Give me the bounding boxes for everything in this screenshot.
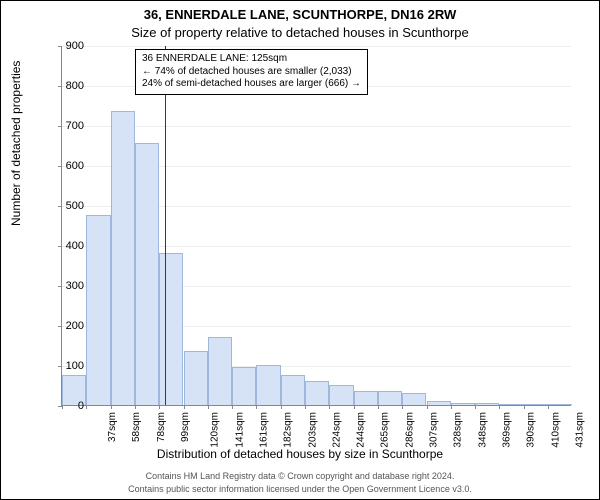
x-tick-mark: [475, 405, 476, 409]
x-tick-label: 58sqm: [131, 412, 142, 442]
y-tick-label: 300: [44, 280, 84, 292]
plot-area: 36 ENNERDALE LANE: 125sqm← 74% of detach…: [61, 46, 571, 406]
histogram-bar: [378, 391, 402, 405]
x-tick-mark: [135, 405, 136, 409]
histogram-bar: [524, 404, 548, 405]
x-tick-mark: [451, 405, 452, 409]
histogram-bar: [305, 381, 329, 405]
histogram-bar: [184, 351, 208, 405]
chart-container: 36, ENNERDALE LANE, SCUNTHORPE, DN16 2RW…: [0, 0, 600, 500]
x-tick-label: 37sqm: [107, 412, 118, 442]
histogram-bar: [208, 337, 232, 405]
annotation-box: 36 ENNERDALE LANE: 125sqm← 74% of detach…: [135, 49, 368, 95]
reference-line: [165, 46, 166, 405]
histogram-bar: [329, 385, 353, 405]
x-tick-label: 161sqm: [259, 412, 270, 448]
x-tick-label: 286sqm: [404, 412, 415, 448]
y-gridline: [62, 126, 571, 127]
x-tick-label: 431sqm: [574, 412, 585, 448]
annotation-line: ← 74% of detached houses are smaller (2,…: [142, 66, 361, 79]
x-tick-label: 78sqm: [156, 412, 167, 442]
x-tick-label: 390sqm: [526, 412, 537, 448]
x-tick-mark: [86, 405, 87, 409]
y-tick-label: 0: [44, 400, 84, 412]
x-tick-mark: [281, 405, 282, 409]
histogram-bar: [281, 375, 305, 405]
x-tick-mark: [256, 405, 257, 409]
x-tick-label: 328sqm: [453, 412, 464, 448]
histogram-bar: [475, 403, 499, 405]
y-tick-label: 100: [44, 360, 84, 372]
x-tick-mark: [378, 405, 379, 409]
histogram-bar: [256, 365, 280, 405]
y-tick-label: 400: [44, 240, 84, 252]
x-tick-mark: [499, 405, 500, 409]
x-tick-mark: [524, 405, 525, 409]
x-tick-label: 99sqm: [180, 412, 191, 442]
x-tick-label: 307sqm: [429, 412, 440, 448]
histogram-bar: [499, 404, 523, 405]
footer-line-1: Contains HM Land Registry data © Crown c…: [1, 471, 599, 481]
histogram-bar: [354, 391, 378, 405]
histogram-bar: [427, 401, 451, 405]
x-tick-mark: [354, 405, 355, 409]
histogram-bar: [402, 393, 426, 405]
histogram-bar: [135, 143, 159, 405]
y-tick-label: 500: [44, 200, 84, 212]
x-tick-label: 410sqm: [550, 412, 561, 448]
x-tick-label: 120sqm: [210, 412, 221, 448]
x-tick-mark: [232, 405, 233, 409]
x-tick-label: 203sqm: [307, 412, 318, 448]
y-gridline: [62, 46, 571, 47]
annotation-line: 24% of semi-detached houses are larger (…: [142, 78, 361, 91]
x-axis-label: Distribution of detached houses by size …: [1, 447, 599, 461]
x-tick-label: 348sqm: [477, 412, 488, 448]
histogram-bar: [86, 215, 110, 405]
histogram-bar: [548, 404, 572, 405]
x-tick-mark: [548, 405, 549, 409]
histogram-bar: [451, 403, 475, 405]
chart-title-1: 36, ENNERDALE LANE, SCUNTHORPE, DN16 2RW: [1, 7, 599, 22]
y-tick-label: 200: [44, 320, 84, 332]
y-tick-label: 600: [44, 160, 84, 172]
footer-line-2: Contains public sector information licen…: [1, 484, 599, 494]
x-tick-mark: [111, 405, 112, 409]
histogram-bar: [232, 367, 256, 405]
x-tick-label: 369sqm: [502, 412, 513, 448]
y-tick-label: 900: [44, 40, 84, 52]
x-tick-mark: [329, 405, 330, 409]
y-tick-label: 800: [44, 80, 84, 92]
x-tick-mark: [184, 405, 185, 409]
x-tick-label: 182sqm: [283, 412, 294, 448]
x-tick-mark: [208, 405, 209, 409]
chart-title-2: Size of property relative to detached ho…: [1, 25, 599, 40]
y-axis-label: Number of detached properties: [9, 61, 23, 226]
x-tick-label: 224sqm: [331, 412, 342, 448]
x-tick-mark: [159, 405, 160, 409]
x-tick-mark: [305, 405, 306, 409]
annotation-line: 36 ENNERDALE LANE: 125sqm: [142, 53, 361, 66]
x-tick-label: 244sqm: [356, 412, 367, 448]
x-tick-label: 141sqm: [234, 412, 245, 448]
x-tick-label: 265sqm: [380, 412, 391, 448]
x-tick-mark: [427, 405, 428, 409]
histogram-bar: [111, 111, 135, 405]
y-tick-label: 700: [44, 120, 84, 132]
histogram-bar: [159, 253, 183, 405]
x-tick-mark: [402, 405, 403, 409]
